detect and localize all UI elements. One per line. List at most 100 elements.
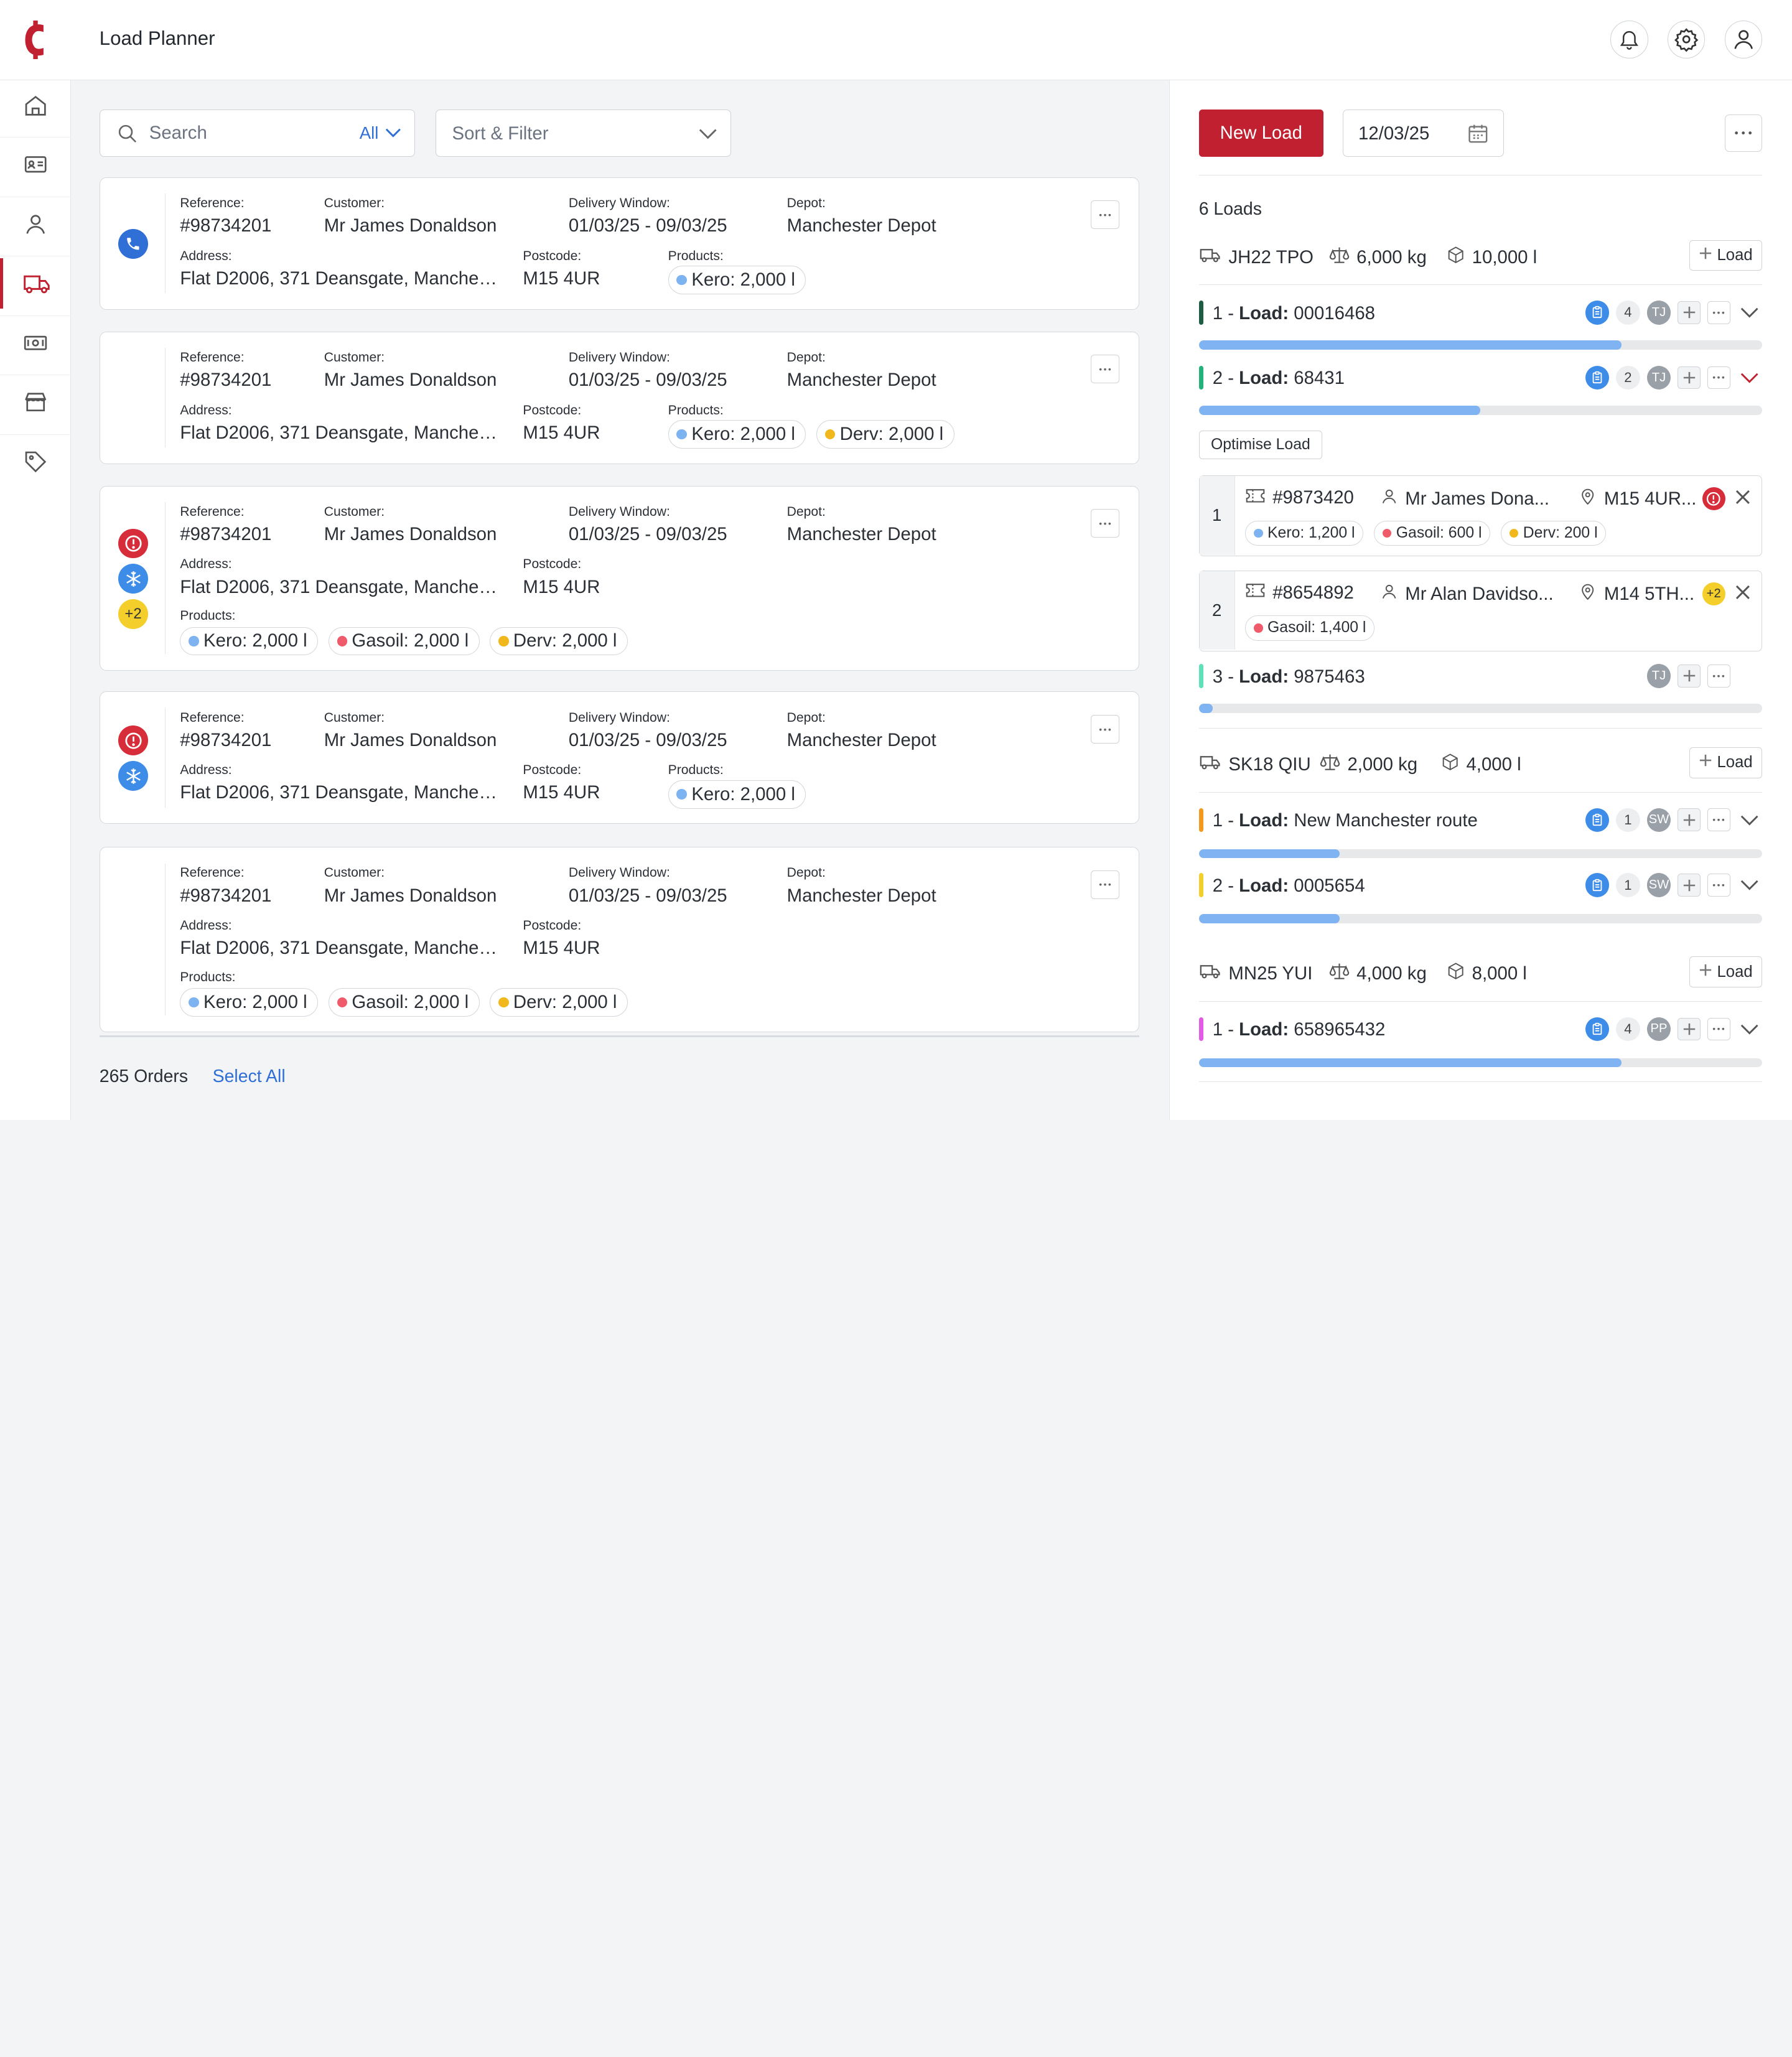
close-icon[interactable]: [1735, 488, 1750, 510]
load-row[interactable]: 3 - Load: 9875463 TJ: [1198, 664, 1762, 691]
load-more-button[interactable]: [1707, 808, 1730, 832]
product-chip: Derv: 2,000 l: [490, 987, 628, 1017]
chevron-down-icon[interactable]: [1737, 1018, 1762, 1041]
vehicle-row: SK18 QIU 2,000 kg 4,000 l Load: [1199, 746, 1763, 780]
add-stop-button[interactable]: [1678, 808, 1701, 832]
order-more-button[interactable]: [1091, 509, 1119, 538]
notifications-button[interactable]: [1610, 21, 1648, 58]
stop-card[interactable]: 2 #8654892 Mr Alan Davidso... M14 5TH... +2 G…: [1198, 570, 1763, 651]
product-chip: Gasoil: 1,400 l: [1245, 615, 1375, 641]
sidebar-item-contacts[interactable]: [0, 139, 71, 190]
load-color-marker: [1198, 365, 1204, 390]
address-label: Address:: [180, 403, 232, 417]
stop-postcode-value: M15 4UR...: [1603, 488, 1697, 510]
chevron-down-icon[interactable]: [1737, 808, 1762, 831]
clipboard-icon[interactable]: [1585, 301, 1610, 325]
load-more-button[interactable]: [1707, 665, 1730, 688]
clipboard-icon[interactable]: [1585, 1017, 1610, 1042]
vehicle-reg-value: MN25 YUI: [1228, 963, 1313, 984]
order-card[interactable]: Reference: #98734201 Customer: Mr James Don…: [99, 331, 1140, 464]
load-row[interactable]: 2 - Load: 0005654 1 SW: [1198, 873, 1762, 900]
order-card[interactable]: Reference: #98734201 Customer: Mr James Don…: [99, 846, 1140, 1032]
close-icon[interactable]: [1735, 584, 1750, 605]
add-stop-button[interactable]: [1678, 301, 1701, 324]
panel-more-button[interactable]: [1724, 114, 1763, 152]
load-prefix: Load:: [1239, 302, 1289, 324]
load-index: 1 -: [1212, 810, 1234, 831]
add-load-button[interactable]: Load: [1689, 240, 1763, 271]
order-more-button[interactable]: [1091, 355, 1119, 384]
plus-icon: [1699, 753, 1712, 772]
load-name: 00016468: [1294, 302, 1375, 324]
spacer: [1737, 665, 1762, 688]
load-row[interactable]: 2 - Load: 68431 2 TJ: [1198, 365, 1762, 393]
load-row[interactable]: 1 - Load: 658965432 4 PP: [1198, 1017, 1762, 1045]
postcode-label: Postcode:: [523, 403, 582, 417]
sort-filter-select[interactable]: Sort & Filter: [435, 110, 732, 157]
search-input[interactable]: [149, 120, 332, 146]
load-progress-fill: [1198, 849, 1340, 859]
sidebar-item-home[interactable]: [0, 80, 71, 131]
stop-order-value: #9873420: [1272, 487, 1354, 508]
select-all-link[interactable]: Select All: [212, 1066, 286, 1086]
add-load-button[interactable]: Load: [1689, 747, 1763, 778]
assignee-avatar: SW: [1646, 808, 1671, 833]
load-more-button[interactable]: [1707, 366, 1730, 389]
order-status-icons: [118, 725, 148, 791]
load-more-button[interactable]: [1707, 301, 1730, 324]
date-picker[interactable]: 12/03/25: [1343, 110, 1505, 157]
load-row[interactable]: 1 - Load: 00016468 4 TJ: [1198, 301, 1762, 328]
sidebar-item-store[interactable]: [0, 377, 71, 427]
load-prefix: Load:: [1239, 666, 1289, 687]
order-card[interactable]: +2 Reference: #98734201 Customer: Mr James D…: [99, 485, 1140, 671]
clipboard-icon[interactable]: [1585, 365, 1610, 390]
sidebar-item-customers[interactable]: [0, 199, 71, 250]
load-row[interactable]: 1 - Load: New Manchester route 1 SW: [1198, 808, 1762, 836]
add-stop-button[interactable]: [1678, 366, 1701, 389]
chevron-up-icon[interactable]: [1737, 366, 1762, 389]
reference-label: Reference:: [180, 196, 245, 211]
optimise-load-button[interactable]: Optimise Load: [1198, 431, 1323, 460]
depot-label: Depot:: [786, 865, 826, 880]
chevron-down-icon[interactable]: [1737, 301, 1762, 324]
load-more-button[interactable]: [1707, 1017, 1730, 1041]
sidebar-item-loads[interactable]: [0, 258, 71, 309]
logo[interactable]: [22, 21, 49, 60]
address-value: Flat D2006, 371 Deansgate, Manchester: [180, 782, 506, 803]
reference-label: Reference:: [180, 865, 245, 880]
box-icon: [1441, 753, 1459, 776]
settings-button[interactable]: [1667, 21, 1706, 58]
search-scope-select[interactable]: All: [360, 123, 401, 143]
depot-label: Depot:: [786, 504, 826, 519]
load-index: 1 -: [1212, 302, 1234, 324]
product-label: Gasoil: 2,000 l: [352, 630, 469, 651]
depot-value: Manchester Depot: [786, 370, 936, 391]
clipboard-icon[interactable]: [1585, 808, 1610, 833]
order-card[interactable]: Reference: #98734201 Customer: Mr James Don…: [99, 691, 1140, 824]
add-load-button[interactable]: Load: [1689, 956, 1763, 987]
sidebar-item-tags[interactable]: [0, 437, 71, 487]
stop-customer: Mr Alan Davidso...: [1380, 582, 1554, 605]
order-card[interactable]: Reference: #98734201 Customer: Mr James Don…: [99, 177, 1140, 310]
load-color-marker: [1198, 664, 1204, 688]
new-load-button[interactable]: New Load: [1198, 110, 1323, 157]
order-more-button[interactable]: [1091, 870, 1119, 899]
product-color-dot: [676, 789, 687, 800]
clipboard-icon[interactable]: [1585, 873, 1610, 897]
load-index: 1 -: [1212, 1019, 1234, 1040]
order-more-button[interactable]: [1091, 200, 1119, 230]
sidebar-item-money[interactable]: [0, 318, 71, 368]
stop-number: 2: [1199, 571, 1235, 650]
order-more-button[interactable]: [1091, 714, 1119, 744]
profile-button[interactable]: [1724, 21, 1763, 58]
box-icon: [1447, 246, 1465, 269]
add-stop-button[interactable]: [1678, 1017, 1701, 1041]
add-stop-button[interactable]: [1678, 874, 1701, 897]
divider: [165, 502, 166, 655]
stop-card[interactable]: 1 #9873420 Mr James Dona... M15 4UR... Kero:…: [1198, 475, 1763, 557]
delivery-window-label: Delivery Window:: [568, 865, 670, 880]
load-more-button[interactable]: [1707, 874, 1730, 897]
chevron-down-icon[interactable]: [1737, 874, 1762, 897]
user-icon: [26, 215, 45, 234]
add-stop-button[interactable]: [1678, 665, 1701, 688]
